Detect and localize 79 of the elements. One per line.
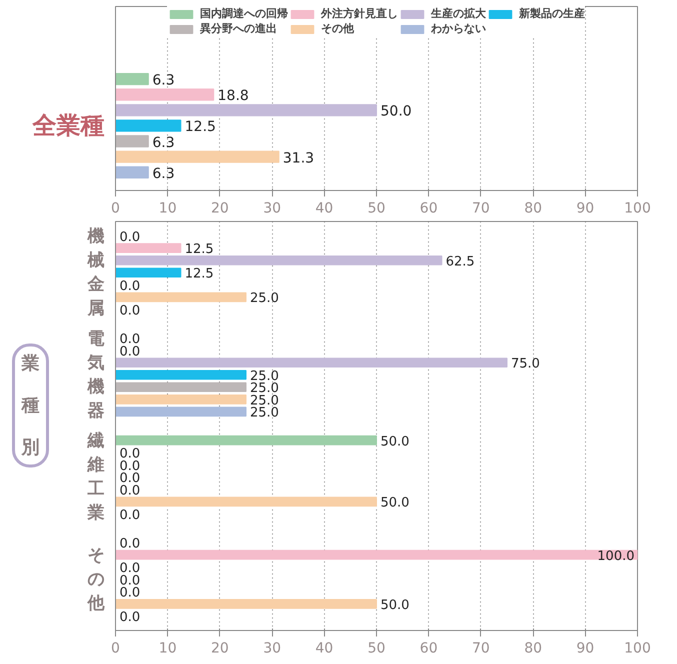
- bar: [116, 599, 377, 609]
- x-tick-label: 100: [624, 640, 651, 656]
- data-label: 0.0: [120, 230, 140, 245]
- x-tick-label: 30: [263, 640, 282, 656]
- bar: [116, 104, 377, 116]
- bar: [116, 120, 182, 132]
- data-label: 6.3: [152, 72, 175, 89]
- legend-label: 生産の拡大: [431, 6, 486, 21]
- y-axis-title: 業種別: [20, 353, 40, 458]
- x-tick-label: 80: [524, 200, 542, 216]
- x-tick-label: 30: [263, 200, 282, 216]
- data-label: 50.0: [380, 434, 410, 450]
- legend-label: 異分野への進出: [200, 21, 277, 36]
- x-tick-label: 10: [158, 200, 177, 216]
- data-label: 100.0: [597, 548, 634, 564]
- bar: [116, 435, 377, 446]
- legend-label: 新製品の生産: [519, 6, 585, 21]
- y-tick-label: 機械金属: [86, 226, 104, 319]
- x-tick-label: 10: [158, 640, 177, 656]
- data-label: 0.0: [120, 610, 140, 626]
- bar: [116, 496, 377, 507]
- x-tick-label: 60: [420, 640, 438, 656]
- data-label: 0.0: [120, 508, 140, 523]
- data-label: 12.5: [184, 119, 216, 136]
- x-tick-label: 0: [111, 200, 120, 216]
- x-tick-label: 20: [210, 200, 229, 216]
- bar: [116, 150, 280, 163]
- x-tick-label: 70: [472, 200, 490, 216]
- bar: [116, 243, 182, 253]
- bar: [116, 370, 246, 380]
- data-label: 6.3: [152, 134, 175, 151]
- x-tick-label: 90: [576, 200, 594, 216]
- data-label: 25.0: [250, 291, 279, 306]
- bar: [116, 255, 442, 266]
- data-label: 0.0: [120, 536, 140, 552]
- y-tick-label: その他: [86, 545, 106, 614]
- bar: [116, 292, 246, 302]
- bar: [116, 166, 149, 178]
- y-tick-label: 電気機器: [86, 328, 104, 421]
- data-label: 50.0: [380, 104, 412, 120]
- x-tick-label: 20: [210, 640, 229, 656]
- x-tick-label: 70: [472, 640, 490, 656]
- bar: [116, 135, 149, 148]
- data-label: 0.0: [120, 278, 140, 294]
- data-label: 18.8: [218, 88, 249, 104]
- x-tick-label: 40: [315, 200, 334, 216]
- bar: [116, 382, 246, 392]
- legend-label: その他: [321, 21, 354, 36]
- x-tick-label: 80: [524, 640, 542, 656]
- bar: [116, 268, 182, 278]
- x-tick-label: 40: [315, 640, 334, 656]
- data-label: 31.3: [282, 150, 314, 166]
- x-tick-label: 90: [576, 640, 594, 656]
- x-tick-label: 100: [624, 200, 651, 216]
- legend-label: 外注方針見直し: [321, 6, 398, 21]
- data-label: 50.0: [380, 496, 410, 511]
- data-label: 0.0: [120, 303, 140, 318]
- bar: [116, 406, 246, 417]
- data-label: 75.0: [511, 356, 540, 372]
- x-tick-label: 50: [368, 200, 386, 216]
- data-label: 25.0: [250, 406, 279, 421]
- data-label: 0.0: [120, 586, 140, 601]
- x-tick-label: 0: [111, 640, 120, 656]
- legend-label: わからない: [431, 21, 486, 36]
- bar: [116, 72, 149, 86]
- x-tick-label: 60: [420, 200, 438, 216]
- legend-label: 国内調達への回帰: [200, 6, 288, 21]
- data-label: 6.3: [152, 166, 175, 182]
- y-tick-label: 全業種: [32, 112, 104, 140]
- bar: [116, 88, 214, 101]
- data-label: 62.5: [446, 254, 475, 270]
- bar: [116, 394, 246, 404]
- x-tick-label: 50: [368, 640, 386, 656]
- y-tick-label: 繊維工業: [86, 431, 104, 524]
- bar: [116, 550, 638, 560]
- data-label: 12.5: [184, 242, 214, 258]
- data-label: 12.5: [184, 266, 214, 282]
- bar: [116, 358, 508, 368]
- data-label: 50.0: [380, 598, 410, 613]
